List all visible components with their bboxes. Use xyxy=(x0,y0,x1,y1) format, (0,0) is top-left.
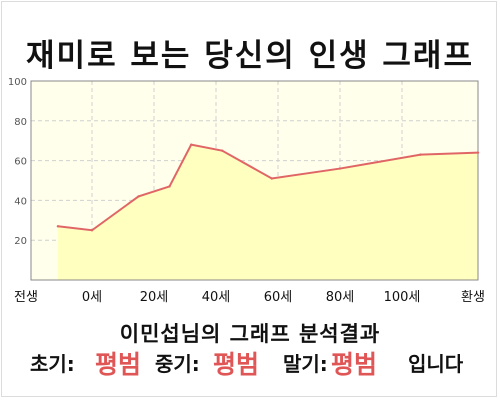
data-point xyxy=(338,167,342,170)
page-title: 재미로 보는 당신의 인생 그래프 xyxy=(26,38,474,74)
result-ending: 입니다 xyxy=(408,352,464,376)
x-tick-label: 60세 xyxy=(264,290,293,305)
data-point xyxy=(221,149,224,152)
y-tick-label: 40 xyxy=(14,196,27,207)
x-tick-label: 40세 xyxy=(202,290,231,305)
early-label: 초기: xyxy=(30,352,75,376)
data-point xyxy=(90,229,94,232)
x-tick-label: 전생 xyxy=(14,290,38,305)
late-value: 평범 xyxy=(331,350,378,379)
data-point xyxy=(270,177,273,180)
data-point xyxy=(190,143,193,146)
y-tick-label: 60 xyxy=(14,157,27,168)
plot-border xyxy=(30,80,479,281)
analysis-heading: 이민섭님의 그래프 분석결과 xyxy=(119,322,381,346)
data-point xyxy=(137,195,140,198)
x-tick-label: 환생 xyxy=(461,290,485,305)
y-tick-label: 20 xyxy=(14,236,27,247)
x-tick-label: 80세 xyxy=(326,290,355,305)
early-value: 평범 xyxy=(95,350,142,379)
series-line xyxy=(57,143,479,232)
y-tick-label: 80 xyxy=(14,117,27,128)
middle-value: 평범 xyxy=(213,350,260,379)
x-tick-label: 100세 xyxy=(384,290,421,305)
late-label: 말기: xyxy=(283,352,328,376)
area-fill xyxy=(57,144,479,280)
analysis-result: 초기: 평범 중기: 평범 말기: 평범 입니다 xyxy=(0,344,500,380)
data-point xyxy=(168,185,171,188)
data-point xyxy=(419,153,422,156)
data-point xyxy=(56,225,60,228)
x-tick-label: 20세 xyxy=(140,290,169,305)
data-point xyxy=(476,151,480,154)
middle-label: 중기: xyxy=(155,352,200,376)
y-tick-label: 100 xyxy=(8,77,27,88)
x-tick-label: 0세 xyxy=(82,290,102,305)
